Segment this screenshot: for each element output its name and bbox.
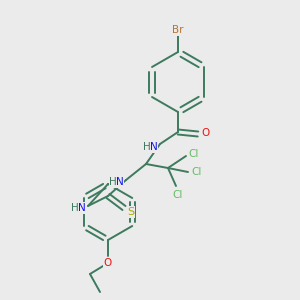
Text: Cl: Cl	[192, 167, 202, 177]
Text: H: H	[143, 142, 151, 152]
Text: O: O	[201, 128, 209, 138]
Text: N: N	[116, 177, 124, 187]
Text: S: S	[128, 207, 135, 217]
Text: H: H	[109, 177, 117, 187]
Text: H: H	[71, 203, 79, 213]
Text: Cl: Cl	[189, 149, 199, 159]
Text: O: O	[104, 258, 112, 268]
Text: Br: Br	[172, 25, 184, 35]
Text: Cl: Cl	[173, 190, 183, 200]
Text: N: N	[78, 203, 86, 213]
Text: N: N	[150, 142, 158, 152]
